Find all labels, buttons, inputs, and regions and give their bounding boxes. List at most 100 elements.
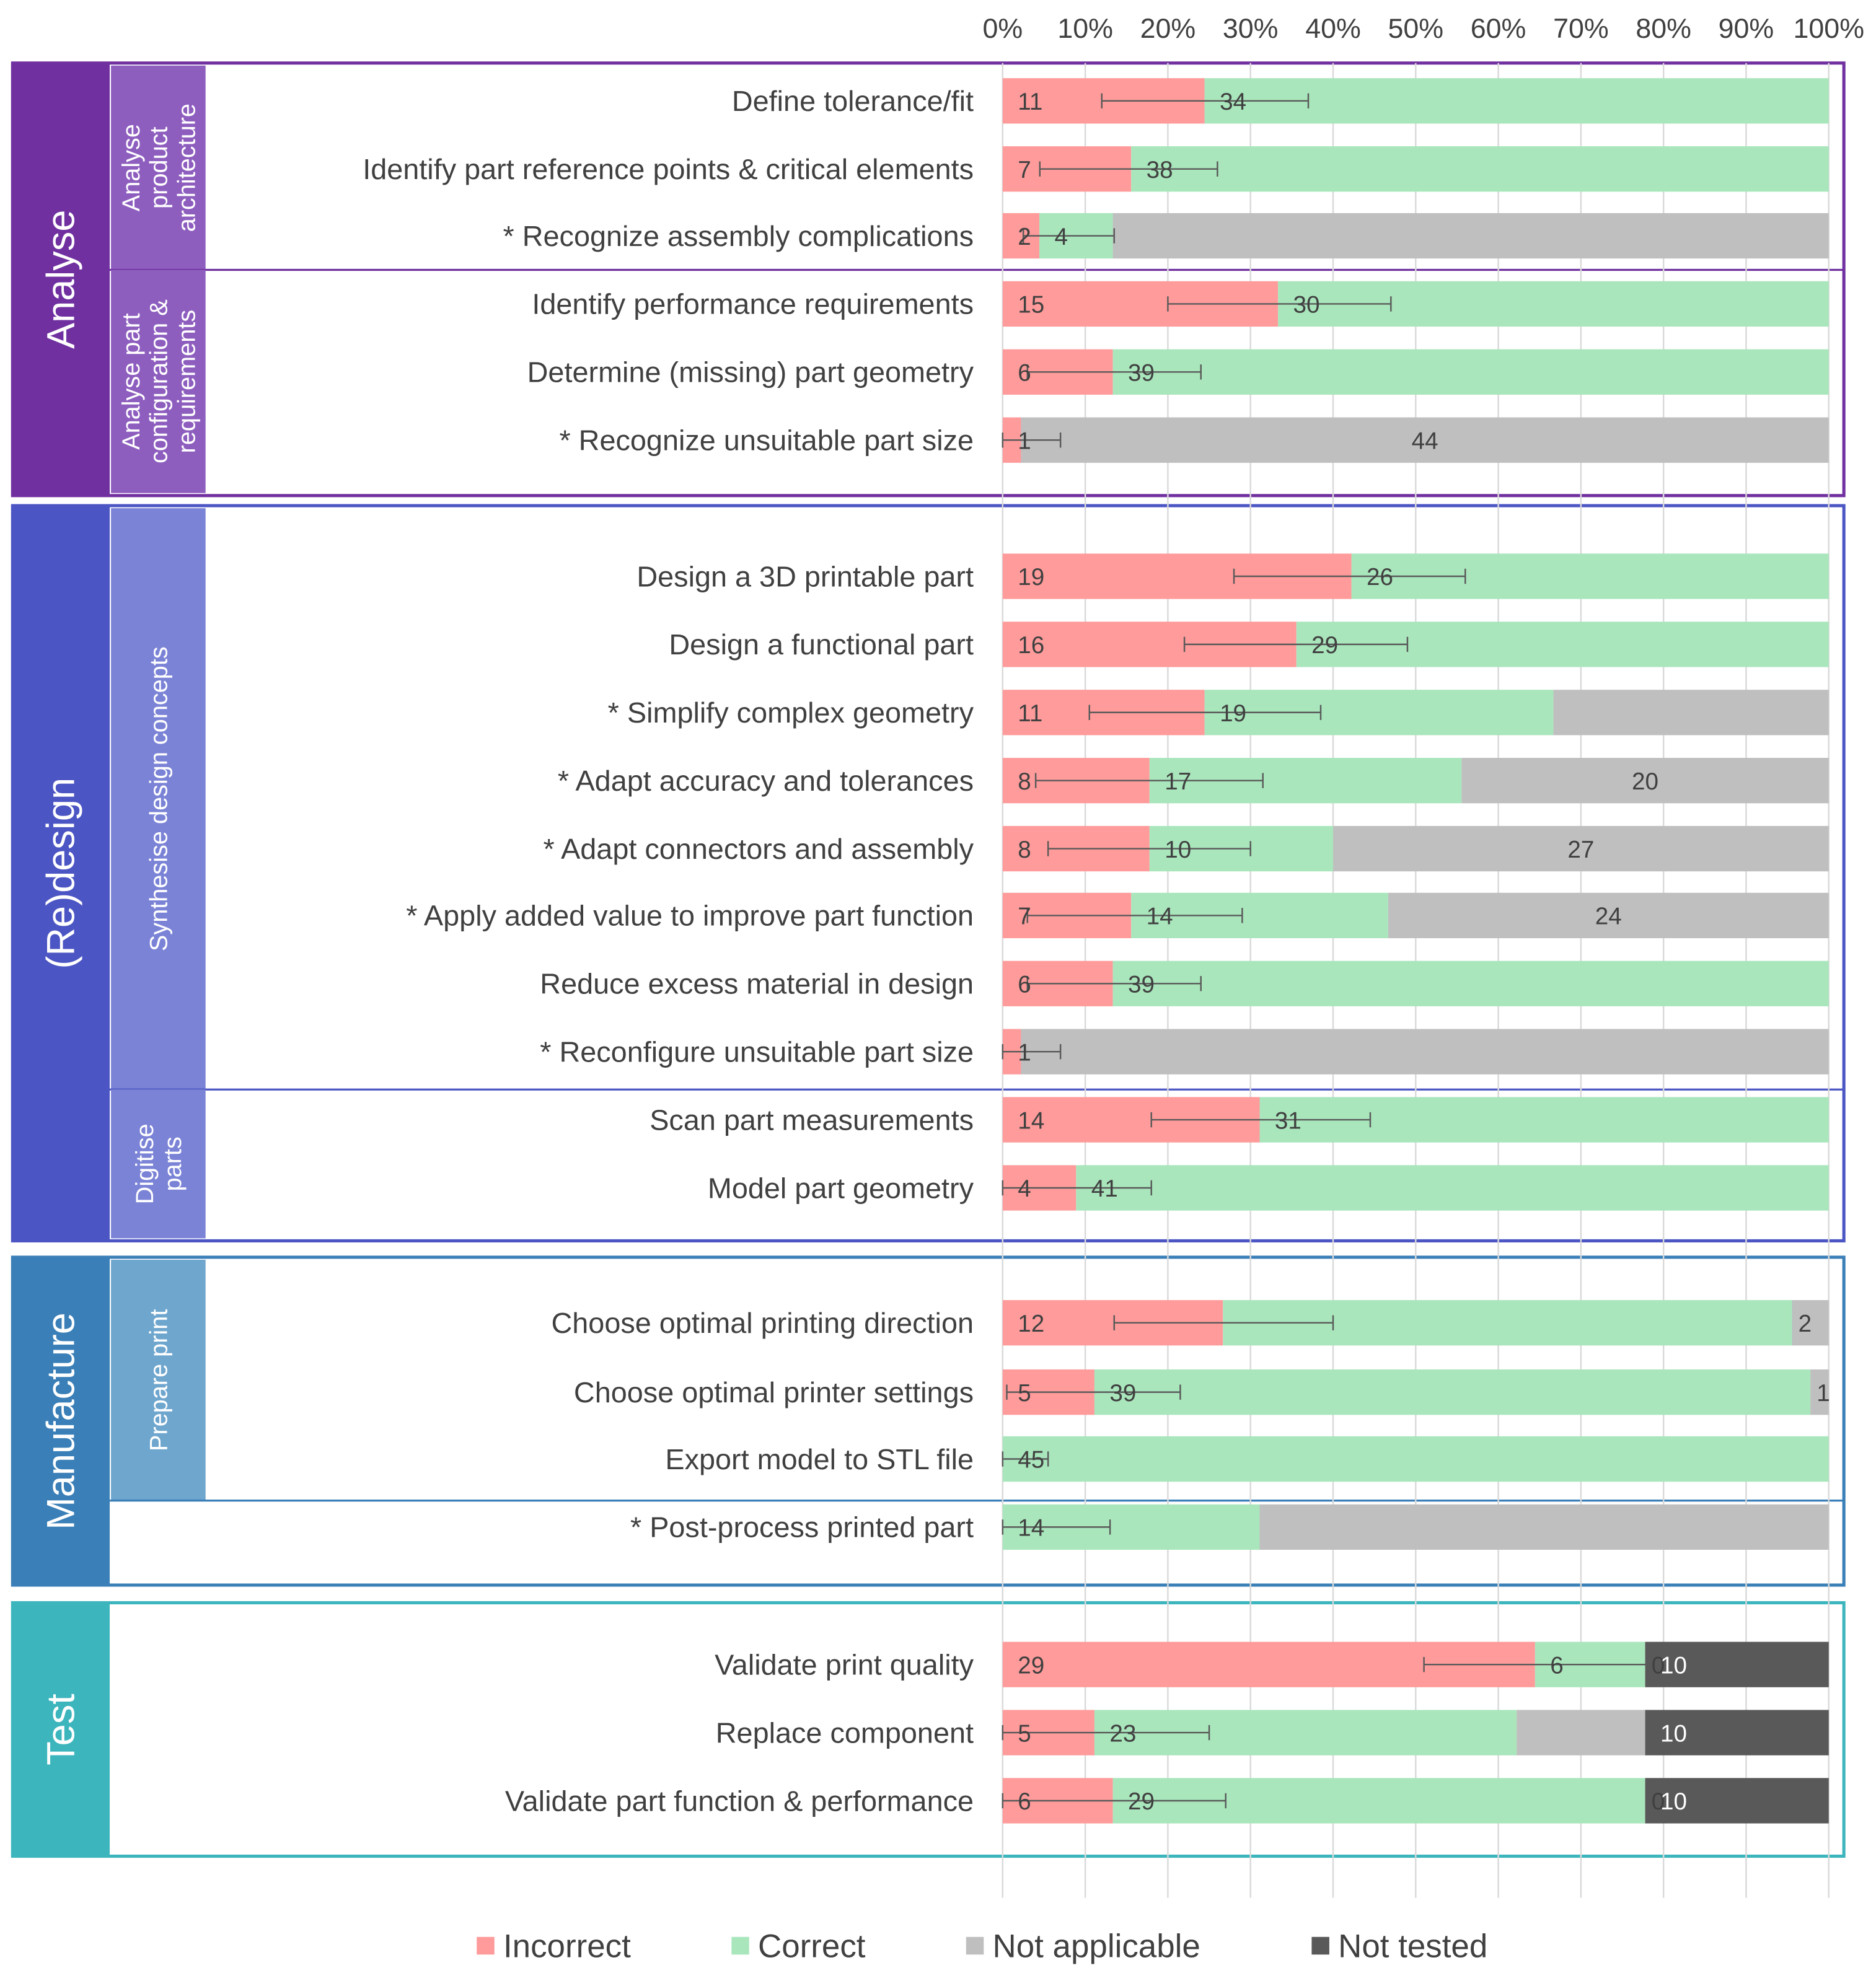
- x-tick-label: 90%: [1719, 13, 1774, 44]
- data-label: 29: [1018, 1652, 1044, 1679]
- legend-label: Correct: [758, 1928, 866, 1964]
- data-label: 23: [1109, 1720, 1136, 1747]
- bar-segment-correct: [1094, 1369, 1811, 1415]
- data-label: 4: [1018, 1175, 1031, 1202]
- data-label: 39: [1109, 1380, 1136, 1407]
- data-label: 29: [1128, 1788, 1155, 1815]
- data-label: 14: [1018, 1515, 1044, 1542]
- data-label: 4: [1054, 224, 1068, 250]
- data-label: 1: [1817, 1380, 1830, 1407]
- data-label: 38: [1147, 157, 1173, 183]
- group-band: [12, 1602, 110, 1857]
- data-label: 14: [1147, 903, 1173, 930]
- row-label: * Adapt accuracy and tolerances: [558, 765, 974, 797]
- data-label: 10: [1660, 1788, 1687, 1815]
- row-label: Validate part function & performance: [505, 1785, 974, 1817]
- data-label: 19: [1220, 700, 1246, 727]
- subgroup-label-line: parts: [159, 1136, 187, 1191]
- row-label: * Simplify complex geometry: [608, 696, 974, 729]
- group-label: Analyse: [40, 210, 83, 349]
- bar-segment-not-applicable: [1332, 825, 1829, 872]
- data-label: 19: [1018, 564, 1044, 591]
- bar-segment-not-applicable: [1517, 1710, 1645, 1755]
- bars: [1002, 78, 1829, 1824]
- row-label: Design a functional part: [669, 628, 974, 661]
- data-label: 10: [1165, 837, 1191, 863]
- bar-segment-correct: [1076, 1165, 1829, 1211]
- subgroup-label: Digitiseparts: [131, 1123, 187, 1204]
- x-tick-label: 70%: [1553, 13, 1609, 44]
- row-label: Scan part measurements: [650, 1104, 974, 1136]
- data-label: 5: [1018, 1380, 1031, 1407]
- data-label: 20: [1632, 768, 1658, 795]
- bar-segment-not-applicable: [1259, 1504, 1829, 1550]
- data-label: 8: [1018, 837, 1031, 863]
- x-tick-label: 50%: [1388, 13, 1443, 44]
- row-label: Identify part reference points & critica…: [363, 153, 974, 185]
- data-label: 11: [1018, 700, 1042, 727]
- group-band: [12, 506, 110, 1241]
- data-label: 12: [1018, 1311, 1044, 1337]
- subgroup-band: [111, 65, 206, 270]
- error-bars: [1002, 93, 1648, 1809]
- data-label: 31: [1275, 1107, 1301, 1134]
- subgroup-label: Analyseproductarchitecture: [118, 103, 201, 232]
- bar-segment-correct: [1002, 1436, 1829, 1482]
- legend-label: Incorrect: [503, 1928, 631, 1964]
- subgroup-label-line: Analyse part: [118, 313, 145, 450]
- bar-segment-correct: [1112, 960, 1829, 1006]
- bar-segment-not-tested: [1645, 1641, 1829, 1687]
- x-tick-label: 40%: [1305, 13, 1361, 44]
- bar-segment-not-applicable: [1021, 417, 1829, 463]
- x-tick-label: 100%: [1794, 13, 1865, 44]
- subgroup-label-line: requirements: [173, 310, 200, 454]
- subgroup-band: [111, 1259, 206, 1501]
- bar-segment-not-applicable: [1810, 1369, 1829, 1415]
- row-label: Export model to STL file: [665, 1443, 974, 1475]
- subgroup-label-line: product: [146, 126, 173, 208]
- row-label: * Adapt connectors and assembly: [543, 833, 974, 865]
- row-label: Design a 3D printable part: [636, 560, 974, 592]
- row-label: Choose optimal printer settings: [574, 1376, 974, 1408]
- row-label: Define tolerance/fit: [732, 85, 974, 117]
- data-label: 45: [1018, 1447, 1044, 1474]
- data-label: 2: [1799, 1311, 1812, 1337]
- row-label: Validate print quality: [715, 1648, 974, 1681]
- row-label: Determine (missing) part geometry: [527, 356, 974, 389]
- subgroup-label-line: Analyse: [118, 124, 145, 211]
- subgroup-label-line: configuration &: [146, 299, 173, 464]
- data-label: 34: [1220, 89, 1246, 115]
- data-label: 39: [1128, 972, 1155, 998]
- group-label: (Re)design: [40, 778, 83, 969]
- bar-segment-not-applicable: [1461, 758, 1829, 804]
- data-label: 29: [1311, 632, 1338, 659]
- data-label: 6: [1018, 1788, 1031, 1815]
- data-label: 5: [1018, 1720, 1031, 1747]
- data-label: 26: [1367, 564, 1393, 591]
- bar-segment-correct: [1112, 349, 1829, 395]
- group-band: [12, 63, 110, 496]
- legend-swatch: [1311, 1936, 1329, 1955]
- subgroup-label-line: architecture: [173, 103, 200, 232]
- data-label: 10: [1660, 1720, 1687, 1747]
- data-label: 30: [1293, 292, 1320, 319]
- data-label: 1: [1018, 1039, 1031, 1066]
- subgroup-band: [111, 1089, 206, 1239]
- legend: Incorrect Correct Not applicable Not tested: [477, 1928, 1487, 1964]
- data-label: 6: [1018, 360, 1031, 387]
- data-label: 6: [1550, 1652, 1564, 1679]
- legend-swatch: [966, 1936, 984, 1955]
- data-label: 41: [1091, 1175, 1118, 1202]
- row-label: * Post-process printed part: [630, 1511, 974, 1544]
- row-label: Identify performance requirements: [532, 288, 974, 320]
- row-label: * Apply added value to improve part func…: [406, 900, 974, 932]
- row-label: Model part geometry: [708, 1172, 974, 1204]
- x-tick-label: 10%: [1057, 13, 1113, 44]
- data-label: 24: [1595, 903, 1622, 930]
- row-label: Choose optimal printing direction: [551, 1307, 974, 1339]
- subgroup-label: Analyse partconfiguration &requirements: [118, 299, 201, 464]
- data-label: 10: [1660, 1652, 1687, 1679]
- x-tick-label: 20%: [1140, 13, 1196, 44]
- subgroup-label-line: Digitise: [131, 1123, 159, 1204]
